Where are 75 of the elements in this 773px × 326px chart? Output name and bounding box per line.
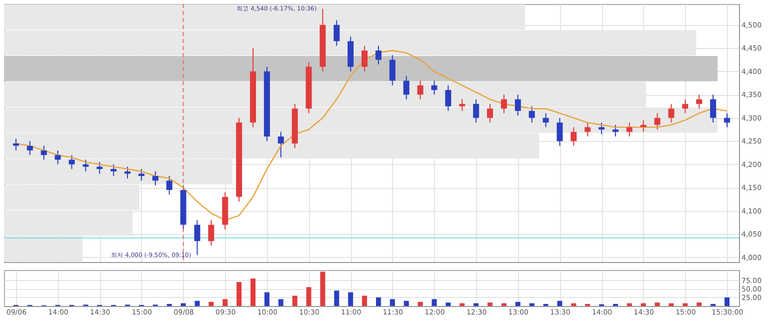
candlestick (473, 98, 480, 124)
candlestick (40, 145, 47, 160)
candlestick (696, 94, 702, 110)
candlestick (110, 164, 117, 176)
candlestick (682, 98, 688, 114)
candlestick (12, 138, 19, 151)
bar (292, 296, 298, 306)
candlestick (334, 20, 340, 46)
candlestick (208, 220, 214, 246)
candlestick (389, 54, 396, 86)
candlestick (375, 45, 382, 65)
bar (515, 302, 520, 306)
bar (626, 303, 632, 306)
bar (250, 278, 256, 306)
candlestick (431, 80, 438, 96)
candlestick (528, 106, 535, 124)
candlestick (710, 94, 716, 124)
bar (180, 303, 186, 306)
candlestick (500, 94, 507, 114)
bar (696, 302, 702, 306)
bar (334, 290, 340, 306)
candlestick (626, 122, 632, 137)
bar (278, 299, 284, 306)
candlestick (362, 45, 368, 72)
candlestick (612, 124, 618, 137)
bar (432, 299, 437, 306)
candlestick (487, 103, 494, 124)
bar (208, 302, 214, 306)
bar (194, 300, 200, 306)
candlestick (668, 103, 674, 124)
bar (488, 302, 493, 306)
bar (306, 287, 312, 306)
candlestick (403, 76, 410, 100)
bar (474, 303, 479, 306)
candlestick (459, 98, 466, 112)
candlestick (724, 112, 730, 128)
bar (724, 297, 730, 306)
candlestick (542, 112, 549, 128)
bar (264, 292, 270, 306)
candlestick (152, 170, 158, 186)
bar (501, 303, 506, 306)
bar (390, 299, 395, 306)
candlestick (96, 162, 103, 174)
candlestick (556, 117, 563, 146)
bar (682, 303, 688, 306)
candlestick (26, 140, 33, 156)
bar (668, 303, 674, 306)
bar (460, 303, 465, 306)
candlestick (166, 176, 172, 196)
bar (529, 303, 534, 306)
candlestick (654, 112, 660, 130)
bar (557, 300, 562, 306)
candlestick (194, 220, 200, 256)
bar (222, 299, 228, 306)
bar (418, 302, 423, 306)
bar (571, 303, 576, 306)
bar (348, 292, 354, 306)
candlestick (514, 94, 521, 116)
candlestick (278, 131, 284, 158)
candlestick (417, 80, 424, 100)
bar (362, 296, 368, 306)
candlestick (445, 84, 452, 112)
bar (376, 297, 381, 306)
candlestick (54, 150, 61, 165)
candlestick (68, 154, 75, 170)
bar (640, 303, 646, 306)
candlestick (138, 168, 144, 182)
bar (404, 300, 409, 306)
bar (320, 272, 326, 306)
bar (654, 302, 660, 306)
candlestick (598, 122, 605, 135)
candlestick (570, 126, 577, 146)
candlestick (584, 122, 591, 137)
bar (236, 282, 242, 306)
bar (446, 302, 451, 306)
